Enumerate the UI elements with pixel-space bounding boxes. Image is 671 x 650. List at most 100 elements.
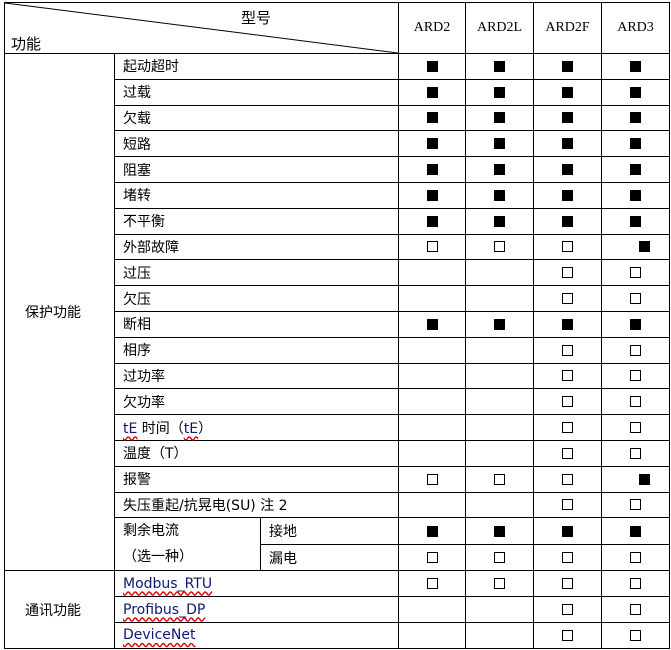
- filled-square-icon: [630, 164, 642, 176]
- mark-cell-ard2l: [465, 207, 535, 235]
- mark-cell-ard2l: [465, 130, 535, 158]
- filled-square-icon: [630, 60, 642, 72]
- residual-label: 剩余电流: [123, 523, 179, 540]
- mark-cell-ard2l: [465, 570, 535, 598]
- empty-square-icon: [562, 396, 574, 408]
- mark-cell-ard2f: [533, 543, 603, 572]
- filled-square-icon: [630, 189, 642, 201]
- table-row: 相序: [5, 336, 671, 364]
- function-label: Modbus_RTU: [123, 575, 213, 592]
- function-label: DeviceNet: [123, 627, 196, 644]
- model-header-ard2l: ARD2L: [465, 2, 535, 54]
- mark-cell-ard2: [398, 336, 467, 364]
- mark-cell-ard2l: [465, 465, 535, 493]
- mark-cell-ard2: [398, 596, 467, 623]
- mark-cell-ard2f: [533, 517, 603, 545]
- filled-square-icon: [562, 215, 574, 227]
- empty-square-icon: [630, 267, 642, 279]
- table-row: 通讯功能 Modbus_RTU: [4, 570, 671, 649]
- mark-cell-ard2f: [533, 259, 603, 287]
- table-row: 欠压: [5, 285, 671, 312]
- table-row: 欠载: [5, 104, 671, 132]
- filled-square-icon: [562, 60, 574, 72]
- function-label: 欠功率: [123, 394, 165, 411]
- mark-cell-ard2f: [533, 156, 603, 183]
- mark-cell-ard2f: [533, 336, 603, 364]
- table-row: 外部故障: [5, 233, 671, 261]
- table-row: 剩余电流 （选一种） 接地: [5, 517, 671, 572]
- empty-square-icon: [630, 293, 642, 305]
- mark-cell-ard3: [601, 233, 671, 261]
- mark-cell-ard3: [601, 362, 671, 390]
- function-cell: 相序: [113, 336, 400, 364]
- function-model-table: 型号 功能 ARD2 ARD2L ARD2F ARD3 保护功能 起动超时 过载 欠载…: [3, 2, 671, 649]
- mark-cell-ard2: [398, 439, 467, 467]
- mark-cell-ard2f: [533, 570, 603, 598]
- mark-cell-ard3: [601, 336, 671, 364]
- mark-cell-ard2l: [465, 156, 535, 183]
- mark-cell-ard2f: [533, 362, 603, 390]
- mark-cell-ard2: [398, 259, 467, 287]
- empty-square-icon: [630, 552, 642, 564]
- table-row: 漏电: [5, 543, 671, 572]
- table-row: 欠功率: [5, 388, 671, 416]
- filled-square-icon: [494, 138, 506, 150]
- filled-square-icon: [630, 318, 642, 330]
- empty-square-icon: [562, 370, 574, 382]
- empty-square-icon: [426, 473, 438, 485]
- function-cell: 失压重起/抗晃电(SU) 注 2: [113, 491, 400, 519]
- model-header-ard2f: ARD2F: [533, 2, 603, 54]
- empty-square-icon: [494, 552, 506, 564]
- filled-square-icon: [630, 525, 642, 537]
- mark-cell-ard3: [601, 285, 671, 312]
- mark-cell-ard2: [398, 104, 467, 132]
- empty-square-icon: [494, 578, 506, 590]
- mark-cell-ard2l: [465, 233, 535, 261]
- empty-square-icon: [562, 447, 574, 459]
- function-label: 过压: [123, 265, 151, 282]
- mark-cell-ard3: [601, 543, 671, 572]
- filled-square-icon: [426, 318, 438, 330]
- empty-square-icon: [562, 578, 574, 590]
- mark-cell-ard2: [398, 233, 467, 261]
- mark-cell-ard3: [601, 621, 671, 649]
- empty-square-icon: [562, 499, 574, 511]
- empty-square-icon: [426, 578, 438, 590]
- filled-square-icon: [562, 318, 574, 330]
- empty-square-icon: [494, 241, 506, 253]
- mark-cell-ard2: [398, 388, 467, 416]
- mark-cell-ard2: [398, 181, 467, 209]
- filled-square-icon: [426, 60, 438, 72]
- mark-cell-ard2l: [465, 388, 535, 416]
- mark-cell-ard3: [601, 517, 671, 545]
- mark-cell-ard2: [398, 310, 467, 338]
- mark-cell-ard2: [398, 130, 467, 158]
- empty-square-icon: [562, 629, 574, 641]
- mark-cell-ard2: [398, 362, 467, 390]
- table-row: 保护功能 起动超时: [4, 52, 671, 572]
- mark-cell-ard2f: [533, 181, 603, 209]
- function-cell: DeviceNet: [113, 621, 400, 649]
- empty-square-icon: [562, 344, 574, 356]
- empty-square-icon: [562, 422, 574, 434]
- filled-square-icon: [426, 112, 438, 124]
- filled-square-icon: [426, 86, 438, 98]
- mark-cell-ard2l: [465, 414, 535, 441]
- mark-cell-ard2f: [533, 53, 603, 80]
- mark-cell-ard2: [398, 53, 467, 80]
- function-cell: tE 时间（tE）: [113, 414, 400, 441]
- mark-cell-ard2: [398, 570, 467, 598]
- filled-square-icon: [494, 60, 506, 72]
- mark-cell-ard3: [601, 130, 671, 158]
- mark-cell-ard2f: [533, 310, 603, 338]
- mark-cell-ard2: [398, 517, 467, 545]
- mark-cell-ard2f: [533, 285, 603, 312]
- table-row: 断相: [5, 310, 671, 338]
- function-label: Profibus_DP: [123, 601, 206, 618]
- function-cell: 堵转: [113, 181, 400, 209]
- function-cell: 断相: [113, 310, 400, 338]
- mark-cell-ard2: [398, 465, 467, 493]
- empty-square-icon: [630, 447, 642, 459]
- group-label: 保护功能: [4, 52, 115, 572]
- empty-square-icon: [426, 552, 438, 564]
